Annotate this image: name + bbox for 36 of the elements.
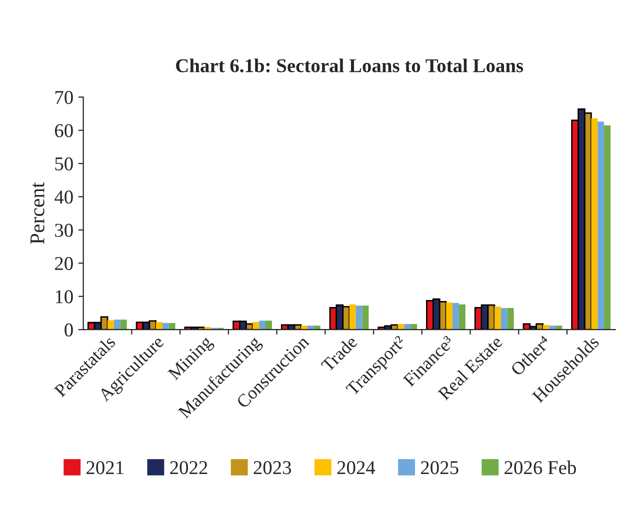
bar (114, 320, 120, 330)
y-tick-label: 70 (55, 90, 73, 104)
bar (591, 118, 598, 330)
y-tick-label: 60 (55, 124, 73, 138)
y-tick-label: 50 (55, 157, 73, 170)
bar (598, 122, 604, 330)
bar (458, 304, 466, 330)
bar (452, 303, 459, 330)
bar (108, 320, 114, 330)
y-tick-label: 10 (56, 290, 73, 304)
legend-label: 2024 (337, 461, 376, 474)
legend-label: 2022 (170, 461, 208, 474)
legend-label: 2025 (421, 461, 458, 474)
y-tick-label: 30 (55, 224, 73, 237)
bar (500, 308, 508, 330)
bar (259, 320, 266, 330)
bar (266, 320, 272, 330)
y-tick-label: 40 (54, 190, 73, 204)
bar (156, 322, 162, 330)
bar (362, 306, 369, 330)
bar (494, 306, 501, 330)
bar (120, 320, 127, 330)
legend-label: 2026 Feb (504, 460, 576, 474)
chart-title: Chart 6.1b: Sectoral Loans to Total Loans (176, 58, 524, 72)
y-tick-label: 0 (64, 323, 73, 337)
y-tick-label: 20 (55, 256, 73, 270)
bar (349, 304, 356, 330)
legend-label: 2023 (254, 461, 292, 474)
bar (252, 322, 260, 330)
bar (507, 308, 514, 330)
bar (162, 322, 169, 330)
bar (356, 306, 362, 330)
bar (446, 302, 453, 330)
y-axis-title: Percent (30, 182, 44, 244)
bar (604, 125, 611, 330)
legend-label: 2021 (86, 461, 124, 474)
